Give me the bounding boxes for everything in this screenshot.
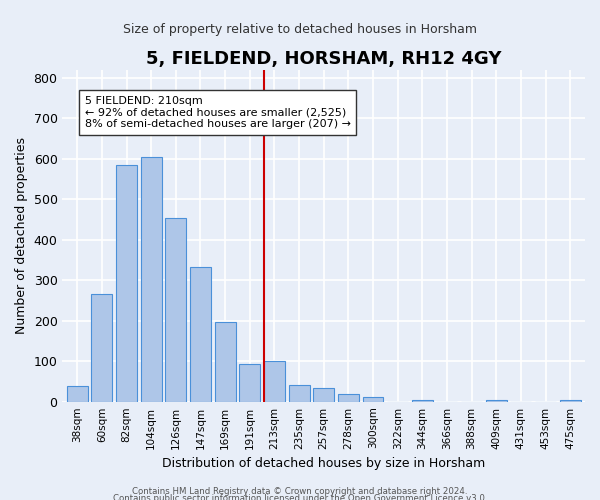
Y-axis label: Number of detached properties: Number of detached properties — [15, 137, 28, 334]
Bar — [289, 386, 310, 402]
Bar — [67, 386, 88, 402]
Bar — [362, 397, 383, 402]
Bar — [412, 400, 433, 402]
Text: 5 FIELDEND: 210sqm
← 92% of detached houses are smaller (2,525)
8% of semi-detac: 5 FIELDEND: 210sqm ← 92% of detached hou… — [85, 96, 350, 129]
Bar — [91, 294, 112, 402]
Text: Size of property relative to detached houses in Horsham: Size of property relative to detached ho… — [123, 22, 477, 36]
Bar — [116, 164, 137, 402]
Bar — [486, 400, 507, 402]
Bar — [560, 400, 581, 402]
Title: 5, FIELDEND, HORSHAM, RH12 4GY: 5, FIELDEND, HORSHAM, RH12 4GY — [146, 50, 502, 68]
Text: Contains HM Land Registry data © Crown copyright and database right 2024.: Contains HM Land Registry data © Crown c… — [132, 487, 468, 496]
Bar — [338, 394, 359, 402]
Bar — [264, 361, 285, 402]
Bar — [215, 322, 236, 402]
Bar — [140, 158, 161, 402]
Bar — [313, 388, 334, 402]
Bar — [239, 364, 260, 402]
X-axis label: Distribution of detached houses by size in Horsham: Distribution of detached houses by size … — [162, 457, 485, 470]
Bar — [190, 267, 211, 402]
Text: Contains public sector information licensed under the Open Government Licence v3: Contains public sector information licen… — [113, 494, 487, 500]
Bar — [166, 218, 186, 402]
